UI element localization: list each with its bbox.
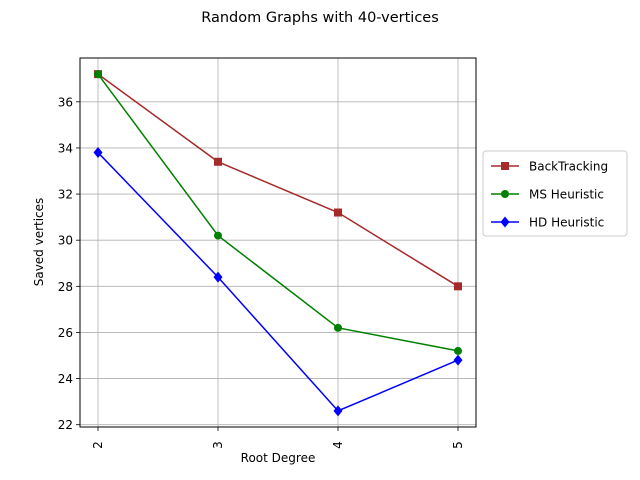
data-point-ms-heuristic (334, 323, 342, 332)
y-tick-label: 32 (58, 188, 73, 202)
x-axis-ticks: 2 3 4 5 (91, 427, 465, 449)
plot-frame (79, 57, 477, 428)
x-tick-label: 2 (91, 441, 105, 449)
data-point-hd-heuristic (453, 354, 463, 366)
x-axis-label: Root Degree (241, 451, 316, 465)
legend-label-backtracking: BackTracking (529, 160, 608, 174)
data-point-hd-heuristic (333, 405, 343, 417)
series-hd-heuristic (93, 147, 463, 417)
y-tick-label: 36 (58, 95, 73, 109)
legend-marker-hd-heuristic (500, 216, 510, 228)
y-axis-label: Saved vertices (32, 198, 46, 287)
y-tick-label: 24 (58, 372, 73, 386)
y-axis-ticks: 22 24 26 28 30 32 34 36 (58, 95, 80, 432)
x-tick-label: 3 (211, 441, 225, 449)
series-line-backtracking (97, 73, 459, 287)
y-tick-label: 28 (58, 280, 73, 294)
legend-marker-backtracking (501, 162, 509, 170)
y-tick-label: 26 (58, 326, 73, 340)
data-point-backtracking (454, 282, 462, 291)
data-point-hd-heuristic (93, 147, 103, 159)
grid-lines (80, 58, 476, 427)
y-tick-label: 30 (58, 234, 73, 248)
series-line-ms-heuristic (97, 73, 459, 352)
legend-box (482, 150, 628, 237)
data-point-backtracking (214, 157, 222, 166)
legend-label-ms-heuristic: MS Heuristic (529, 188, 604, 202)
data-point-ms-heuristic (454, 346, 462, 355)
series-line-hd-heuristic (97, 152, 459, 412)
chart-title: Random Graphs with 40-vertices (201, 10, 439, 26)
x-tick-label: 4 (331, 441, 345, 449)
legend-label-hd-heuristic: HD Heuristic (529, 216, 604, 230)
data-point-backtracking (334, 208, 342, 217)
legend: BackTracking MS Heuristic HD Heuristic (482, 150, 628, 237)
data-point-hd-heuristic (213, 271, 223, 283)
data-point-ms-heuristic (94, 70, 102, 79)
data-point-ms-heuristic (214, 231, 222, 240)
x-tick-label: 5 (451, 441, 465, 449)
series-layer (93, 70, 463, 417)
legend-marker-ms-heuristic (501, 190, 509, 198)
y-tick-label: 34 (58, 141, 73, 155)
series-ms-heuristic (94, 70, 462, 355)
y-tick-label: 22 (58, 418, 73, 432)
